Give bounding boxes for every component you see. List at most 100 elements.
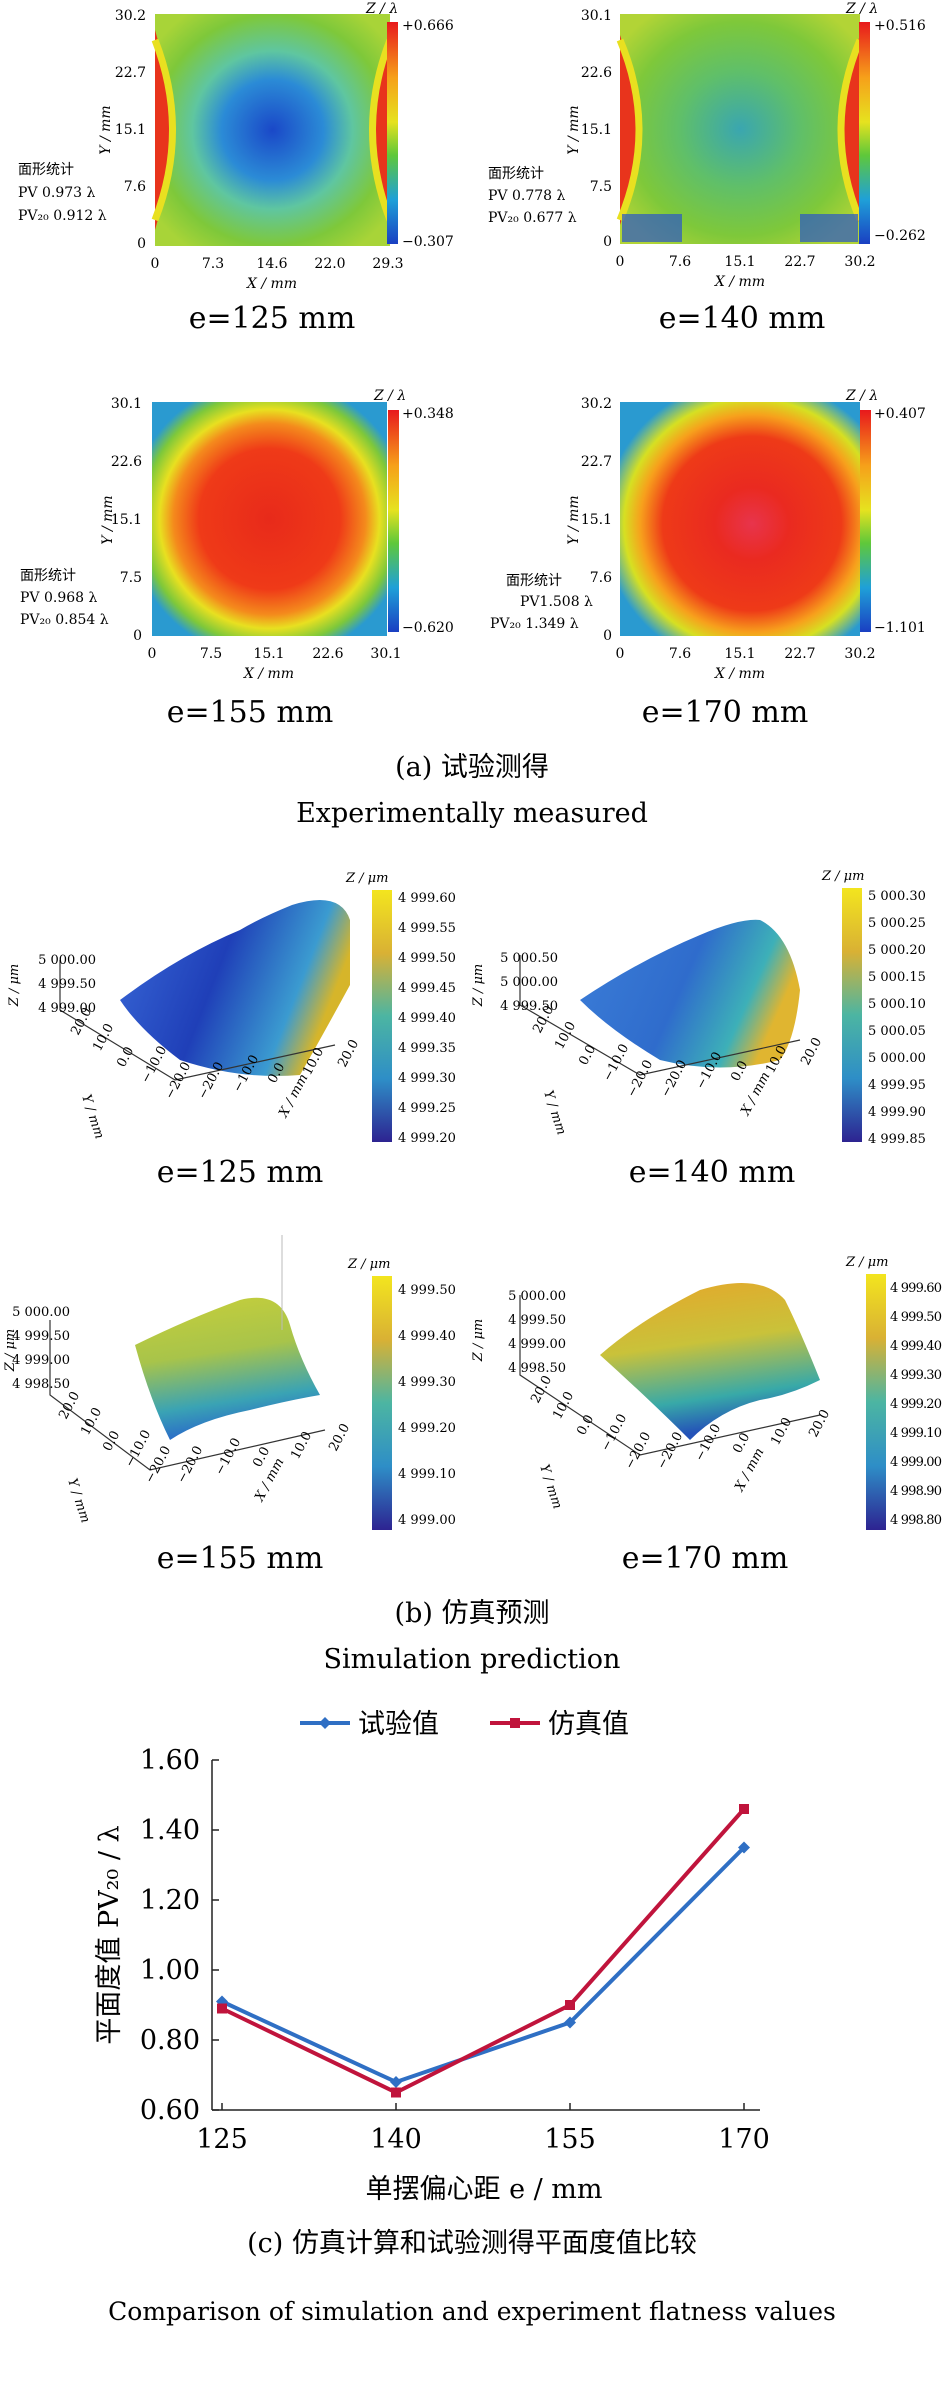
z-tick: 4 999.50 <box>508 1313 566 1328</box>
stats-pv20: PV₂₀ 1.349 λ <box>490 616 579 632</box>
caption-c-cn: (c) 仿真计算和试验测得平面度值比较 <box>247 2228 697 2259</box>
y-tick: 0 <box>603 628 612 644</box>
data-point-simulation <box>565 2000 575 2010</box>
axis-frame <box>59 960 336 1081</box>
z-tick: 4 998.50 <box>508 1361 566 1376</box>
data-point-simulation <box>391 2087 401 2098</box>
axis-tick: 0.0 <box>576 1043 599 1068</box>
axis-tick: −10.0 <box>138 1044 170 1086</box>
panel-e-label: e=125 mm <box>157 1155 324 1190</box>
colorbar-tick: 4 999.95 <box>868 1078 926 1093</box>
colorbar <box>372 890 392 1142</box>
colorbar <box>860 410 871 632</box>
data-point-simulation <box>217 2003 227 2014</box>
x-tick: 0 <box>151 256 160 272</box>
x-tick: 14.6 <box>256 256 287 272</box>
heatmap-edge-left <box>155 14 170 246</box>
axis-tick: −20.0 <box>622 1430 654 1472</box>
series-line-simulation <box>221 1807 746 2095</box>
y-tick-label: 1.20 <box>140 1885 200 1916</box>
panel-e-label: e=155 mm <box>167 695 334 730</box>
y-tick: 15.1 <box>115 122 146 138</box>
axis-tick: 10.0 <box>550 1389 577 1422</box>
x-tick: 30.2 <box>844 646 875 662</box>
data-point-experiment <box>564 2016 576 2029</box>
colorbar-tick: 4 998.90 <box>890 1484 942 1499</box>
x-tick: 7.6 <box>669 646 691 662</box>
axis-frame <box>519 1295 821 1456</box>
axis-tick: 10.0 <box>90 1021 117 1054</box>
stats-title: 面形统计 <box>20 568 76 584</box>
stats-pv20: PV₂₀ 0.677 λ <box>488 210 577 226</box>
x-axis-label: X / mm <box>714 666 765 682</box>
colorbar <box>866 1274 886 1530</box>
colorbar-title: Z / μm <box>845 1255 888 1270</box>
colorbar-min: −0.620 <box>402 620 454 636</box>
y-tick: 7.6 <box>590 570 612 586</box>
y-tick: 30.1 <box>111 396 142 412</box>
stats-title: 面形统计 <box>18 162 74 178</box>
panel-e-label: e=155 mm <box>157 1541 324 1576</box>
colorbar-tick: 5 000.05 <box>868 1024 926 1039</box>
heatmap-panel-3: Z / λ +0.348 −0.620 30.1 22.6 15.1 7.5 0… <box>20 388 454 730</box>
colorbar-tick: 4 999.30 <box>398 1071 456 1086</box>
surface-mesh <box>135 1297 320 1440</box>
axis-tick: 10.0 <box>552 1019 579 1052</box>
z-tick: 4 999.50 <box>500 999 558 1014</box>
x-tick: 22.0 <box>314 256 345 272</box>
colorbar-tick: 4 999.90 <box>868 1105 926 1120</box>
colorbar-tick: 5 000.20 <box>868 943 926 958</box>
colorbar-tick: 4 999.60 <box>890 1281 942 1296</box>
x-tick: 0 <box>616 254 625 270</box>
z-tick: 4 999.00 <box>12 1353 70 1368</box>
axis-tick: −10.0 <box>600 1042 632 1084</box>
colorbar <box>388 410 399 632</box>
colorbar <box>859 22 870 244</box>
panel-e-label: e=170 mm <box>622 1541 789 1576</box>
axis-tick: 10.0 <box>288 1429 315 1462</box>
axis-tick: −20.0 <box>624 1058 656 1100</box>
z-axis-label: Z / μm <box>471 1319 486 1362</box>
y-tick: 7.6 <box>124 179 146 195</box>
heatmap-field <box>620 402 860 636</box>
colorbar-tick: 5 000.25 <box>868 916 926 931</box>
x-tick: 15.1 <box>724 254 755 270</box>
colorbar-min: −1.101 <box>874 620 926 636</box>
y-tick: 30.2 <box>115 8 146 24</box>
caption-c-en: Comparison of simulation and experiment … <box>108 2297 836 2326</box>
stats-title: 面形统计 <box>506 573 562 589</box>
y-axis-label: 平面度值 PV₂₀ / λ <box>94 1825 125 2044</box>
colorbar-title: Z / μm <box>821 869 864 884</box>
colorbar-tick: 4 999.10 <box>398 1467 456 1482</box>
axis-tick: −10.0 <box>212 1436 244 1478</box>
y-tick: 15.1 <box>581 512 612 528</box>
x-tick: 15.1 <box>253 646 284 662</box>
colorbar-tick: 5 000.10 <box>868 997 926 1012</box>
colorbar-max: +0.666 <box>402 18 454 34</box>
caption-a-en: Experimentally measured <box>296 798 648 829</box>
z-tick: 5 000.50 <box>500 951 558 966</box>
y-tick: 30.2 <box>581 396 612 412</box>
y-tick: 15.1 <box>581 122 612 138</box>
x-tick: 22.6 <box>312 646 343 662</box>
x-axis-label: X / mm <box>243 666 294 682</box>
colorbar-tick: 4 999.85 <box>868 1132 926 1147</box>
x-tick: 7.6 <box>669 254 691 270</box>
axis-tick: 0.0 <box>574 1413 597 1438</box>
y-tick-label: 0.80 <box>140 2025 200 2056</box>
colorbar-max: +0.516 <box>874 18 926 34</box>
legend-label-simulation: 仿真值 <box>548 1709 629 1740</box>
axis-tick: −20.0 <box>658 1058 690 1100</box>
x-axis-label: X / mm <box>246 276 297 292</box>
axis-tick: 0.0 <box>114 1045 137 1070</box>
colorbar-tick: 4 999.40 <box>398 1011 456 1026</box>
axis-frame <box>49 1320 326 1471</box>
colorbar-ticks: 4 999.60 4 999.55 4 999.50 4 999.45 4 99… <box>398 891 456 1146</box>
legend: 试验值 仿真值 <box>300 1709 629 1740</box>
z-tick: 5 000.00 <box>12 1305 70 1320</box>
y-tick: 0 <box>603 234 612 250</box>
colorbar-ticks: 4 999.50 4 999.40 4 999.30 4 999.20 4 99… <box>398 1283 456 1528</box>
legend-label-experiment: 试验值 <box>358 1709 439 1740</box>
y-tick-label: 1.60 <box>140 1745 200 1776</box>
